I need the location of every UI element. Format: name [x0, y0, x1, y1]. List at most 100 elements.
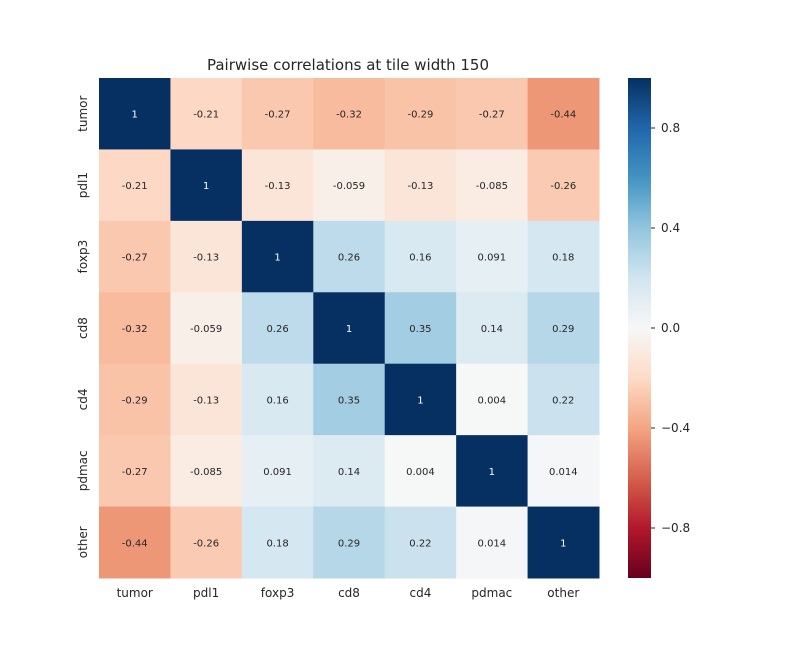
cell-value-label: 0.22 [552, 395, 574, 406]
heatmap-cell [99, 220, 171, 293]
heatmap-cell [384, 78, 457, 150]
heatmap-cell [170, 78, 243, 150]
heatmap-cell [456, 149, 529, 222]
y-tick-labels: tumor pdl1 foxp3 cd8 cd4 pdmac other [76, 96, 90, 559]
cell-value-label: 0.14 [481, 324, 503, 335]
cell-value-label: -0.44 [550, 110, 576, 121]
cell-value-label: 0.29 [338, 538, 360, 549]
heatmap-cell [99, 149, 171, 222]
cell-value-label: 0.14 [338, 467, 360, 478]
chart-title: Pairwise correlations at tile width 150 [207, 56, 489, 74]
heatmap-cell [456, 506, 529, 579]
heatmap-cell [170, 435, 243, 508]
y-tick-label: cd8 [76, 317, 90, 339]
heatmap-cell [170, 363, 243, 436]
heatmap-cell [241, 435, 314, 508]
cell-value-label: 0.22 [409, 538, 431, 549]
heatmap-cell [99, 506, 171, 579]
heatmap-cell [241, 220, 314, 293]
y-tick-label: tumor [76, 96, 90, 132]
cell-value-label: -0.13 [265, 181, 291, 192]
heatmap-cell [384, 506, 457, 579]
colorbar: 0.8 0.4 0.0 −0.4 −0.8 [628, 78, 690, 578]
heatmap-cell [99, 435, 171, 508]
cell-value-label: 1 [132, 110, 138, 121]
heatmap-cell [170, 292, 243, 365]
heatmap-cell [99, 292, 171, 365]
heatmap-cell [527, 149, 600, 222]
cell-value-label: 1 [417, 395, 423, 406]
heatmap-cell [313, 78, 386, 150]
cell-value-label: -0.27 [265, 110, 291, 121]
cell-value-label: -0.44 [122, 538, 148, 549]
colorbar-tick-label: −0.4 [661, 421, 690, 435]
cell-value-label: -0.32 [122, 324, 148, 335]
x-tick-label: other [547, 586, 579, 600]
y-tick-label: other [76, 526, 90, 558]
cell-value-label: 0.091 [478, 253, 507, 264]
heatmap-cell [313, 363, 386, 436]
cell-value-label: -0.085 [476, 181, 508, 192]
heatmap-cell [99, 78, 171, 150]
x-tick-label: foxp3 [261, 586, 295, 600]
heatmap-cell [456, 78, 529, 150]
heatmap-cell [241, 506, 314, 579]
heatmap-cell [456, 292, 529, 365]
cell-value-label: -0.26 [550, 181, 576, 192]
heatmap-cell [527, 435, 600, 508]
cell-value-label: -0.059 [333, 181, 365, 192]
cell-value-label: 1 [203, 181, 209, 192]
heatmap-cell [313, 506, 386, 579]
cell-value-label: 1 [346, 324, 352, 335]
heatmap-cell [313, 292, 386, 365]
heatmap-cell [170, 149, 243, 222]
heatmap-cell [456, 435, 529, 508]
heatmap-cell [527, 78, 600, 150]
x-tick-labels: tumor pdl1 foxp3 cd8 cd4 pdmac other [117, 586, 580, 600]
cell-value-label: -0.27 [122, 467, 148, 478]
cell-value-label: 0.014 [478, 538, 507, 549]
heatmap-cell [527, 292, 600, 365]
y-tick-label: pdl1 [76, 172, 90, 198]
cell-value-label: 0.29 [552, 324, 574, 335]
cell-value-label: 0.004 [406, 467, 435, 478]
cell-value-label: 0.091 [263, 467, 292, 478]
cell-value-label: -0.29 [122, 395, 148, 406]
heatmap-cell [384, 220, 457, 293]
cell-value-label: 0.16 [266, 395, 288, 406]
cell-value-label: 0.26 [266, 324, 288, 335]
cell-value-label: 0.35 [338, 395, 360, 406]
heatmap-cell [241, 78, 314, 150]
cell-value-label: -0.059 [190, 324, 222, 335]
heatmap-cell [527, 506, 600, 579]
cell-value-label: -0.27 [122, 253, 148, 264]
cell-value-label: -0.27 [479, 110, 505, 121]
colorbar-gradient [628, 78, 651, 578]
heatmap-cell [313, 220, 386, 293]
cell-value-label: -0.13 [193, 253, 219, 264]
x-tick-label: cd4 [409, 586, 431, 600]
heatmap-cell [456, 363, 529, 436]
heatmap-cells: 1 -0.21 -0.27 -0.32 -0.29 -0.27 -0.44 -0.21 1 -0.… [99, 78, 600, 579]
colorbar-tick-label: 0.8 [661, 121, 680, 135]
heatmap-cell [527, 220, 600, 293]
heatmap-cell [241, 149, 314, 222]
cell-value-label: -0.21 [193, 110, 219, 121]
colorbar-tick-label: −0.8 [661, 521, 690, 535]
colorbar-ticks: 0.8 0.4 0.0 −0.4 −0.8 [651, 121, 690, 535]
cell-value-label: 1 [274, 253, 280, 264]
x-tick-label: pdmac [471, 586, 512, 600]
cell-value-label: 0.35 [409, 324, 431, 335]
cell-value-label: -0.32 [336, 110, 362, 121]
heatmap-cell [456, 220, 529, 293]
x-tick-label: tumor [117, 586, 153, 600]
cell-value-label: -0.26 [193, 538, 219, 549]
y-tick-label: pdmac [76, 450, 90, 491]
x-tick-label: cd8 [338, 586, 360, 600]
x-tick-label: pdl1 [193, 586, 219, 600]
cell-value-label: 1 [560, 538, 566, 549]
heatmap-cell [384, 292, 457, 365]
cell-value-label: -0.21 [122, 181, 148, 192]
heatmap-cell [170, 220, 243, 293]
